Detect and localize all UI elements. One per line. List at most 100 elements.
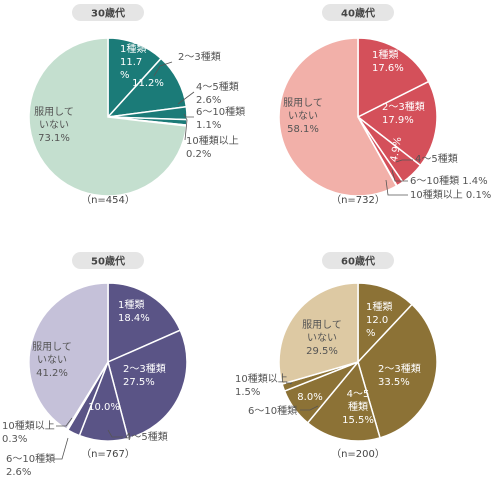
slice-label: 6〜10種類 bbox=[248, 404, 297, 417]
leader-line bbox=[385, 179, 408, 196]
slice-label-line: 2.6% bbox=[196, 95, 221, 106]
slice-label: 10種類以上 0.3% bbox=[2, 419, 55, 445]
pie-panel-50s: 50歳代 1種類 18.4% 2〜3種類 27.5% 4〜5種類 10.0% 6〜10種類 2.… bbox=[2, 252, 188, 478]
slice-label-line: 10種類以上 0.1% bbox=[410, 188, 491, 201]
slice-label-line: いない bbox=[37, 354, 67, 366]
slice-label: 4〜5種類 bbox=[415, 152, 458, 165]
slice-label-line: 1種類 bbox=[372, 48, 398, 61]
slice-label: 6〜10種類 1.4% bbox=[410, 174, 488, 187]
slice-label-line: 0.3% bbox=[2, 434, 27, 445]
slice-label: 6〜10種類 1.1% bbox=[196, 105, 245, 131]
leader-line bbox=[184, 117, 188, 141]
pie-slice bbox=[278, 37, 398, 197]
sample-size-label: （n=767） bbox=[81, 448, 135, 460]
age-pill bbox=[72, 252, 144, 269]
slice-label-line: 10種類以上 bbox=[2, 419, 55, 432]
pie-slice bbox=[357, 282, 414, 364]
slice-label-line: 18.4% bbox=[118, 313, 150, 324]
sample-size-label: （n=200） bbox=[331, 448, 385, 460]
slice-label: 10種類以上 1.5% bbox=[235, 372, 288, 398]
slice-label: 4〜5種類 2.6% bbox=[196, 80, 239, 106]
slice-label-line: 2.6% bbox=[6, 467, 31, 476]
slice-label: 10種類以上 0.1% bbox=[410, 188, 491, 201]
slice-value-label: 10.0% bbox=[88, 402, 120, 413]
leader-line bbox=[107, 429, 123, 438]
slice-label: 2〜3種類 27.5% bbox=[123, 362, 166, 388]
slice-label-line: 10種類以上 bbox=[186, 134, 239, 147]
slice-label: 1種類 11.7% bbox=[120, 42, 146, 81]
slice-label-line: 4〜5種類 bbox=[415, 152, 458, 165]
leader-line bbox=[50, 437, 69, 460]
pie-slice bbox=[107, 329, 188, 440]
sample-size-label: （n=732） bbox=[331, 194, 385, 206]
leader-line bbox=[177, 91, 195, 105]
leader-line bbox=[395, 159, 413, 163]
slice-label: 服用していない 58.1% bbox=[283, 97, 323, 135]
slice-label-line: 6〜10種類 bbox=[6, 452, 55, 465]
slice-label-line: 33.5% bbox=[378, 377, 410, 388]
slice-label-line: 29.5% bbox=[306, 346, 338, 357]
leader-line bbox=[56, 417, 73, 427]
leader-line bbox=[183, 113, 194, 118]
slice-label-line: 0.2% bbox=[186, 149, 211, 160]
slice-label-line: 58.1% bbox=[287, 124, 319, 135]
pie-slice bbox=[278, 282, 359, 385]
slice-label: 服用していない 73.1% bbox=[34, 106, 74, 144]
slice-label-line: 2〜3種類 bbox=[378, 362, 421, 375]
age-title: 30歳代 bbox=[91, 7, 125, 20]
slice-label-line: 4〜5種類 bbox=[125, 430, 168, 443]
age-pill bbox=[72, 4, 144, 21]
slice-label-line: 15.5% bbox=[342, 415, 374, 426]
slice-label-line: 服用して bbox=[32, 341, 72, 353]
slice-label-line: 2〜3種類 bbox=[178, 50, 221, 63]
slice-value-label: 11.2% bbox=[132, 78, 164, 89]
slice-label-line: 11.7 bbox=[120, 57, 142, 68]
age-title: 60歳代 bbox=[341, 255, 375, 268]
leader-line bbox=[300, 405, 319, 411]
slice-label-line: 1.5% bbox=[235, 387, 260, 398]
pie-slice bbox=[306, 360, 381, 442]
slice-label-line: 服用して bbox=[283, 97, 323, 109]
slice-label: 4〜5 種類 15.5% bbox=[342, 389, 374, 426]
slice-label: 1種類 17.6% bbox=[372, 48, 404, 74]
pie-panel-30s: 30歳代 1種類 11.7 % 2〜3種類 11.2% 4〜5種類 2.6%6〜10種類 1.1… bbox=[28, 4, 245, 206]
leader-line bbox=[153, 61, 173, 77]
slice-label-line: 種類 bbox=[348, 400, 368, 413]
slice-label-line: 1種類 bbox=[366, 300, 392, 313]
slice-label-line: 6〜10種類 bbox=[248, 404, 297, 417]
pie-slice bbox=[357, 303, 438, 439]
slice-label: 1種類 18.4% bbox=[118, 298, 150, 324]
slice-label-line: 4〜5種類 bbox=[196, 80, 239, 93]
age-title: 40歳代 bbox=[341, 7, 375, 20]
slice-label-line: 服用して bbox=[302, 319, 342, 331]
slice-label-line: 6〜10種類 1.4% bbox=[410, 174, 488, 187]
slice-label-line: 1種類 bbox=[118, 298, 144, 311]
slice-label: 服用していない 29.5% bbox=[302, 319, 342, 357]
age-pill bbox=[322, 252, 394, 269]
slice-label-line: 10種類以上 bbox=[235, 372, 288, 385]
pie-slice bbox=[28, 282, 109, 431]
slice-label-line: 17.9% bbox=[382, 115, 414, 126]
slice-label: 6〜10種類 2.6% bbox=[6, 452, 55, 476]
slice-label-line: 服用して bbox=[34, 106, 74, 118]
pie-panel-60s: 60歳代 1種類 12.0 % 2〜3種類 33.5% 4〜5 種類 15.5% 6〜10種類8.… bbox=[235, 252, 438, 460]
slice-label-line: 2〜3種類 bbox=[382, 100, 425, 113]
leader-line bbox=[286, 382, 293, 385]
leader-line bbox=[391, 169, 408, 182]
slice-label-line: % bbox=[120, 70, 130, 81]
slice-label-line: 17.6% bbox=[372, 63, 404, 74]
slice-label-line: 4〜5 bbox=[347, 389, 370, 400]
slice-label: 服用していない 41.2% bbox=[32, 341, 72, 379]
slice-label: 2〜3種類 bbox=[178, 50, 221, 63]
age-pill bbox=[322, 4, 394, 21]
slice-label-line: % bbox=[366, 328, 376, 339]
pie-slice bbox=[356, 80, 438, 167]
slice-value-label: 8.0% bbox=[297, 392, 322, 403]
slice-label-line: いない bbox=[39, 119, 69, 131]
slice-label-line: いない bbox=[288, 110, 318, 122]
slice-label: 1種類 12.0% bbox=[366, 300, 392, 339]
slice-label-line: 2〜3種類 bbox=[123, 362, 166, 375]
slice-label-line: いない bbox=[307, 332, 337, 344]
